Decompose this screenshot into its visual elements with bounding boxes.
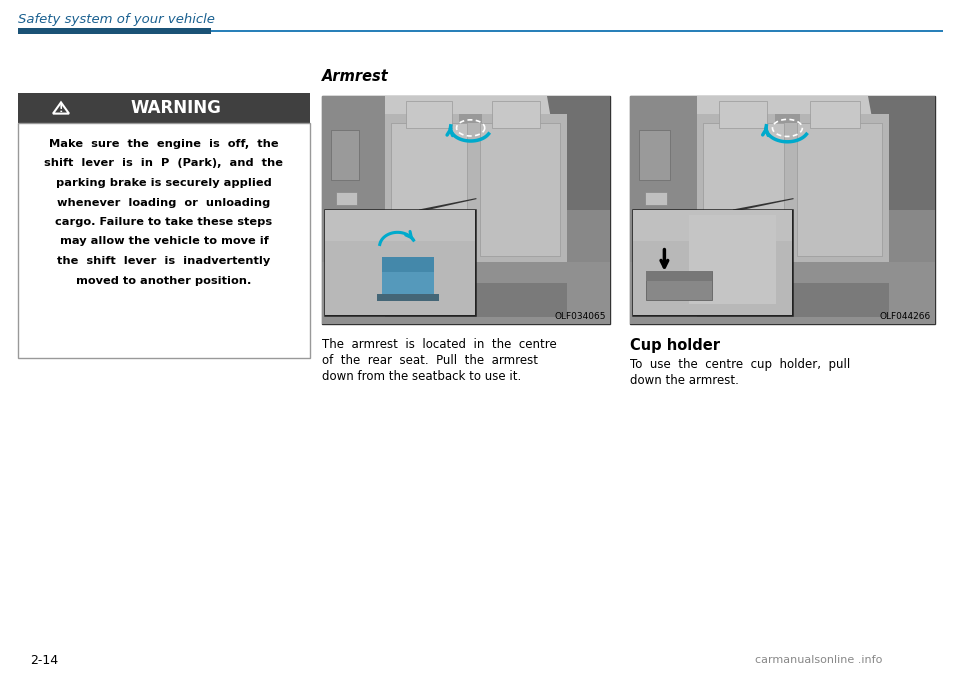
Text: down from the seatback to use it.: down from the seatback to use it. bbox=[322, 370, 521, 383]
Bar bbox=[889, 96, 935, 324]
Bar bbox=[322, 124, 610, 324]
Polygon shape bbox=[420, 198, 476, 210]
Text: OLF044266: OLF044266 bbox=[879, 312, 931, 321]
Bar bbox=[639, 130, 670, 180]
Bar bbox=[382, 257, 434, 294]
Text: carmanualsonline .info: carmanualsonline .info bbox=[755, 655, 882, 665]
Text: Make  sure  the  engine  is  off,  the: Make sure the engine is off, the bbox=[49, 139, 278, 149]
Bar bbox=[322, 263, 610, 324]
Bar bbox=[809, 101, 860, 128]
Bar bbox=[211, 30, 943, 32]
Bar bbox=[633, 210, 792, 242]
Text: !: ! bbox=[59, 104, 63, 114]
Text: shift  lever  is  in  P  (Park),  and  the: shift lever is in P (Park), and the bbox=[44, 159, 283, 169]
Text: Cup holder: Cup holder bbox=[630, 338, 720, 353]
Bar bbox=[688, 215, 776, 304]
Text: The  armrest  is  located  in  the  centre: The armrest is located in the centre bbox=[322, 338, 557, 351]
Bar bbox=[324, 210, 474, 315]
Bar bbox=[633, 210, 792, 315]
Bar bbox=[630, 96, 935, 124]
Bar bbox=[322, 96, 610, 124]
Bar bbox=[630, 96, 697, 324]
Bar bbox=[480, 124, 560, 256]
Bar bbox=[566, 96, 610, 324]
Bar bbox=[18, 28, 211, 34]
Text: cargo. Failure to take these steps: cargo. Failure to take these steps bbox=[56, 217, 273, 227]
Text: OLF034065: OLF034065 bbox=[555, 312, 606, 321]
Bar bbox=[324, 210, 474, 242]
Bar bbox=[646, 271, 712, 281]
Text: of  the  rear  seat.  Pull  the  armrest: of the rear seat. Pull the armrest bbox=[322, 354, 538, 367]
Bar bbox=[492, 101, 540, 128]
Bar bbox=[391, 124, 467, 256]
Polygon shape bbox=[546, 96, 610, 210]
Bar bbox=[459, 114, 482, 124]
Text: WARNING: WARNING bbox=[131, 99, 222, 117]
Bar bbox=[330, 130, 359, 180]
Text: 2-14: 2-14 bbox=[30, 653, 59, 666]
Bar bbox=[719, 101, 767, 128]
Bar bbox=[630, 124, 935, 324]
Bar bbox=[646, 271, 712, 300]
Text: parking brake is securely applied: parking brake is securely applied bbox=[56, 178, 272, 188]
Bar bbox=[376, 294, 440, 301]
Text: moved to another position.: moved to another position. bbox=[76, 275, 252, 286]
Bar bbox=[633, 242, 792, 315]
Bar bbox=[630, 263, 935, 324]
Text: To  use  the  centre  cup  holder,  pull: To use the centre cup holder, pull bbox=[630, 358, 851, 371]
Bar bbox=[697, 283, 889, 317]
Text: down the armrest.: down the armrest. bbox=[630, 374, 739, 387]
Bar bbox=[322, 96, 610, 324]
Bar bbox=[18, 123, 310, 358]
Bar bbox=[18, 93, 310, 123]
Polygon shape bbox=[868, 96, 935, 210]
Text: the  shift  lever  is  inadvertently: the shift lever is inadvertently bbox=[58, 256, 271, 266]
Bar bbox=[630, 96, 935, 324]
Text: Armrest: Armrest bbox=[322, 69, 389, 84]
Bar bbox=[385, 283, 566, 317]
Text: Safety system of your vehicle: Safety system of your vehicle bbox=[18, 14, 215, 26]
Bar bbox=[385, 114, 566, 263]
Bar bbox=[776, 114, 800, 124]
Bar bbox=[322, 96, 385, 324]
Bar bbox=[382, 257, 434, 272]
Bar bbox=[406, 101, 452, 128]
Bar bbox=[645, 192, 666, 205]
Polygon shape bbox=[733, 198, 794, 210]
Bar bbox=[324, 242, 474, 315]
Bar bbox=[336, 192, 356, 205]
Bar bbox=[697, 114, 889, 263]
Text: may allow the vehicle to move if: may allow the vehicle to move if bbox=[60, 236, 269, 246]
Bar bbox=[797, 124, 881, 256]
Text: whenever  loading  or  unloading: whenever loading or unloading bbox=[58, 198, 271, 207]
Bar bbox=[703, 124, 783, 256]
